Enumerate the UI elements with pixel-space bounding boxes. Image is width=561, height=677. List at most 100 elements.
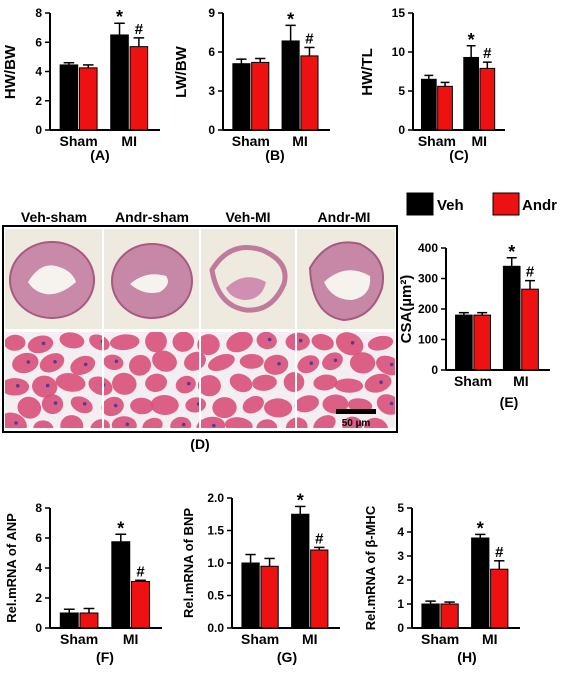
x-tick-label: MI — [302, 631, 318, 647]
y-tick-label: 3 — [397, 549, 404, 563]
bar-andr-sham — [251, 61, 270, 131]
y-tick-label: 8 — [35, 6, 42, 20]
myocyte — [226, 332, 253, 353]
myocyte — [264, 398, 293, 418]
y-axis-label: CSA(µm²) — [398, 275, 415, 344]
significance-hash: # — [315, 530, 324, 547]
legend-swatch-veh — [406, 192, 434, 216]
myocyte — [170, 416, 192, 428]
significance-hash: # — [495, 544, 504, 561]
histology-title-1: Veh-sham — [21, 209, 87, 225]
x-tick-label: Sham — [60, 631, 98, 647]
significance-hash: # — [526, 264, 535, 281]
nucleus — [389, 401, 394, 406]
y-tick-label: 8 — [35, 501, 42, 515]
y-tick-label: 2 — [397, 573, 404, 587]
y-axis-label: Rel.mRNA of ANP — [4, 513, 19, 623]
bar-andr-mi — [490, 568, 509, 629]
myocyte — [142, 417, 163, 428]
bar-veh-mi — [463, 56, 480, 131]
y-axis-label: Rel.mRNA of β-MHC — [363, 505, 378, 630]
significance-star: * — [297, 490, 304, 510]
nucleus — [83, 362, 88, 367]
y-tick-label: 4 — [35, 561, 42, 575]
bar-veh-mi — [502, 265, 521, 371]
myocyte — [242, 395, 264, 414]
myocyte — [313, 374, 338, 391]
chart-G: 0.0 0.5 1.0 1.5 2.0 Rel.mRNA of BNP Sham MI * # (G… — [181, 490, 340, 665]
he-stain-row — [5, 332, 395, 428]
histology-panel: Veh-sham Andr-sham Veh-MI Andr-MI — [2, 209, 398, 452]
significance-hash: # — [483, 45, 492, 62]
bar-veh-sham — [241, 562, 260, 629]
myocyte — [212, 397, 237, 419]
myocyte — [239, 353, 264, 369]
histology-title-4: Andr-MI — [318, 209, 371, 225]
chart-A: 0 2 4 6 8 HW/BW Sham MI * # (A) — [2, 6, 160, 163]
y-tick-label: 6 — [208, 45, 215, 59]
myocyte — [111, 416, 137, 428]
y-tick-label: 0 — [35, 621, 42, 635]
panel-label-B: (B) — [265, 147, 284, 163]
myocyte — [112, 372, 137, 395]
myocyte — [224, 417, 253, 428]
bar-veh-mi — [471, 537, 490, 629]
panel-label-C: (C) — [449, 147, 468, 163]
bar-veh-mi — [281, 40, 300, 131]
y-tick-label: 200 — [418, 302, 438, 316]
myocyte — [103, 354, 124, 371]
nucleus — [41, 341, 46, 346]
myocyte — [59, 332, 85, 349]
y-axis-label: Rel.mRNA of BNP — [181, 508, 196, 618]
histology-title-2: Andr-sham — [115, 209, 189, 225]
significance-star: * — [117, 518, 124, 538]
x-tick-label: Sham — [418, 133, 456, 149]
nucleus — [45, 383, 50, 388]
y-tick-label: 0.5 — [207, 589, 224, 603]
y-tick-label: 400 — [418, 241, 438, 255]
y-tick-label: 0 — [208, 123, 215, 137]
legend-swatch-andr — [492, 192, 520, 216]
nucleus — [53, 360, 57, 364]
bar-andr-sham — [440, 603, 459, 629]
myocyte — [335, 332, 364, 356]
significance-star: * — [477, 518, 484, 538]
myocyte — [207, 353, 235, 372]
chart-H: 0 1 2 3 4 5 Rel.mRNA of β-MHC Sham MI * # (H) — [363, 501, 520, 665]
y-tick-label: 0 — [35, 123, 42, 137]
myocyte — [27, 335, 54, 354]
bar-andr-mi — [129, 46, 149, 131]
x-tick-label: MI — [513, 373, 529, 389]
y-tick-label: 2 — [35, 591, 42, 605]
x-tick-label: MI — [292, 133, 308, 149]
myocyte — [313, 415, 336, 428]
nucleus — [187, 381, 191, 386]
bar-andr-mi — [310, 549, 329, 629]
y-tick-label: 0 — [397, 621, 404, 635]
myocyte — [197, 375, 221, 397]
myocyte — [342, 416, 363, 428]
y-tick-label: 1.5 — [207, 524, 224, 538]
myocyte — [128, 354, 152, 376]
heart-section-veh-mi — [209, 245, 288, 313]
y-axis-label: HW/TL — [359, 48, 376, 95]
y-tick-label: 2.0 — [207, 491, 224, 505]
nucleus — [15, 384, 20, 388]
myocyte — [145, 332, 167, 353]
y-tick-label: 100 — [418, 333, 438, 347]
myocyte — [229, 373, 253, 393]
y-tick-label: 0 — [398, 123, 405, 137]
scale-bar: 50 µm — [336, 409, 376, 429]
myocyte — [41, 394, 64, 415]
chart-F: 0 2 4 6 8 Rel.mRNA of ANP Sham MI * # (F) — [4, 501, 162, 665]
myocyte — [297, 355, 320, 374]
legend-label-veh: Veh — [437, 197, 464, 214]
myocyte — [109, 334, 140, 351]
bar-andr-sham — [260, 565, 279, 629]
nucleus — [277, 362, 281, 366]
panel-label-E: (E) — [500, 394, 519, 410]
myocyte — [256, 419, 278, 428]
y-tick-label: 6 — [35, 531, 42, 545]
myocyte — [197, 334, 220, 356]
significance-star: * — [287, 9, 294, 29]
